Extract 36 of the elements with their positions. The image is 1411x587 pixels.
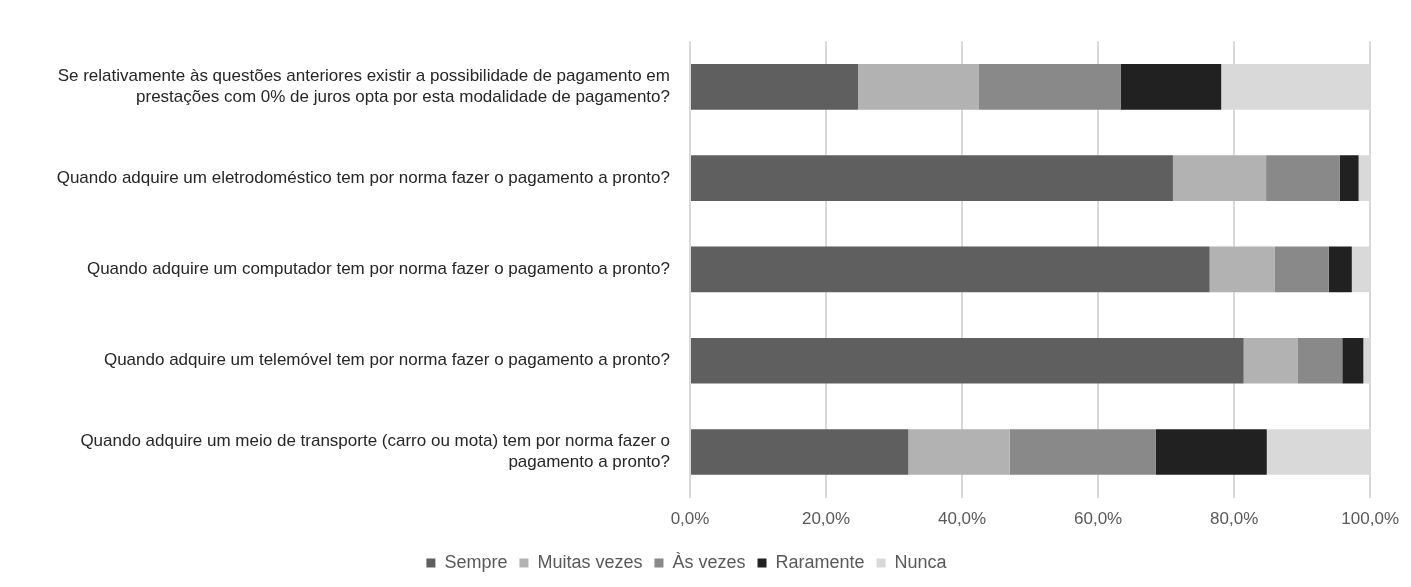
x-tick-label: 0,0% xyxy=(670,509,710,529)
bar xyxy=(1155,429,1267,475)
bar xyxy=(691,155,1173,201)
bar xyxy=(1328,246,1352,293)
bar xyxy=(691,246,1210,293)
x-tick-label: 80,0% xyxy=(1210,509,1259,529)
bar xyxy=(1274,246,1329,293)
y-tick-label: Se relativamente às questões anteriores existir a possibilidade de pagamento em prestações com 0% de juros opta por esta modalidade de pagamento? xyxy=(57,65,670,107)
bar xyxy=(1209,246,1275,293)
legend-label: Às vezes xyxy=(672,551,746,572)
y-tick-label: Quando adquire um telemóvel tem por norma fazer o pagamento a pronto? xyxy=(103,350,670,370)
x-tick-label: 100,0% xyxy=(1341,509,1400,529)
y-tick-label: Quando adquire um meio de transporte (carro ou mota) tem por norma fazer o pagamento a pronto? xyxy=(80,431,670,472)
legend-label: Sempre xyxy=(444,551,508,572)
bar xyxy=(1339,155,1359,201)
bar xyxy=(1172,155,1267,201)
bar xyxy=(858,64,979,110)
bar xyxy=(1297,337,1343,384)
bar xyxy=(1009,429,1156,475)
legend-label: Muitas vezes xyxy=(537,551,643,572)
bar xyxy=(1120,64,1222,110)
bar xyxy=(691,337,1244,384)
bar xyxy=(978,64,1121,110)
x-tick-label: 40,0% xyxy=(937,509,987,529)
y-tick-label: Quando adquire um computador tem por norma fazer o pagamento a pronto? xyxy=(86,259,670,279)
bar xyxy=(1342,337,1364,384)
bar xyxy=(1266,155,1340,201)
legend-label: Raramente xyxy=(775,551,865,572)
y-tick-label: Quando adquire um eletrodoméstico tem por norma fazer o pagamento a pronto? xyxy=(56,167,670,187)
legend-label: Nunca xyxy=(894,551,948,572)
bar xyxy=(908,429,1010,475)
bar xyxy=(691,64,858,110)
x-tick-label: 20,0% xyxy=(801,509,851,529)
bar xyxy=(691,429,909,475)
x-tick-label: 60,0% xyxy=(1074,509,1123,529)
bar xyxy=(1243,337,1298,384)
